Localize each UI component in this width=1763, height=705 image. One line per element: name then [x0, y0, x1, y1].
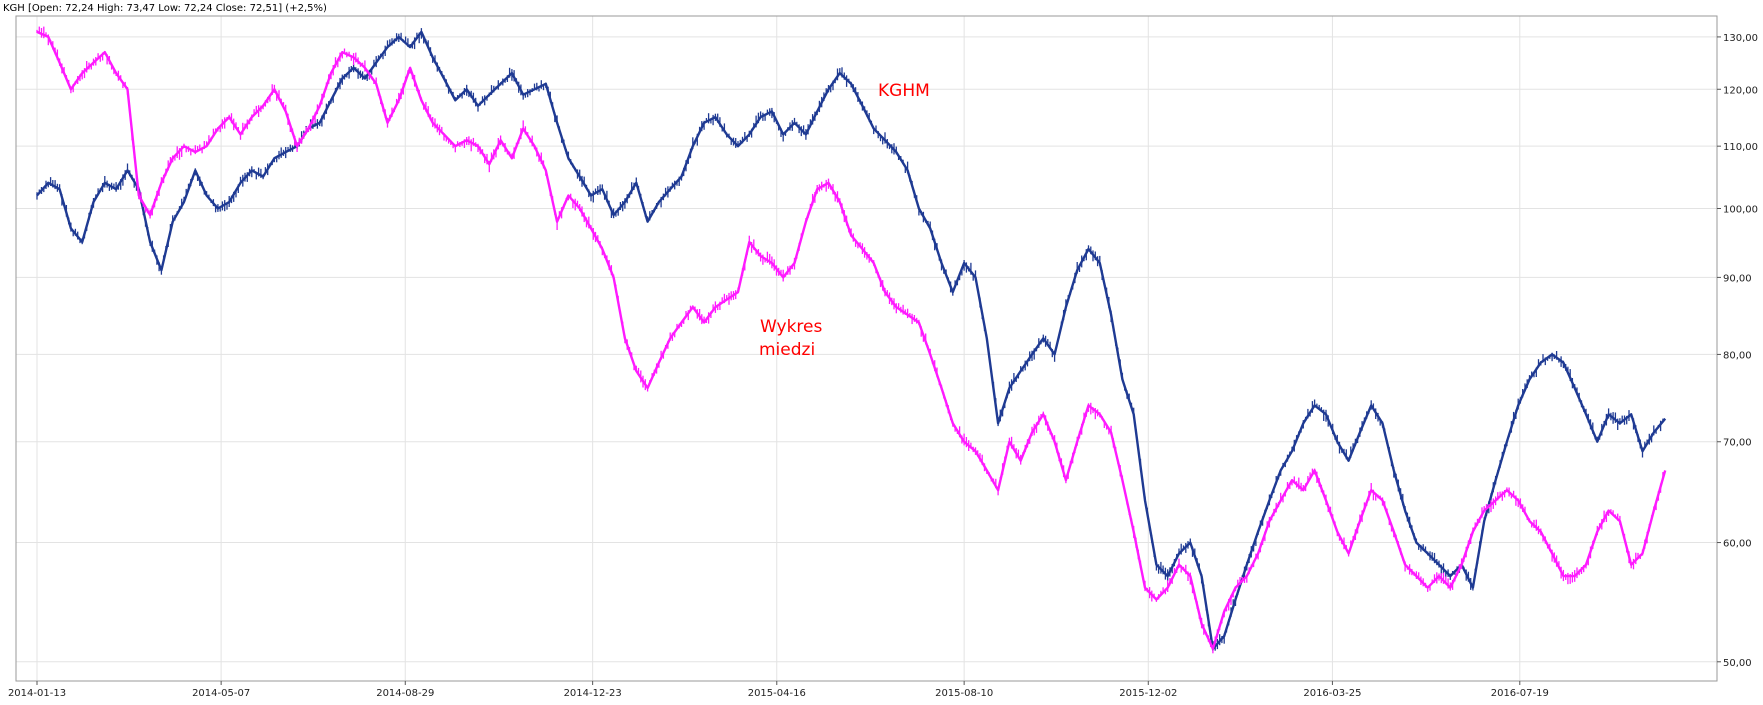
- x-tick-label: 2016-07-19: [1491, 688, 1549, 699]
- y-tick-label: 60,00: [1723, 539, 1752, 550]
- x-tick-label: 2016-03-25: [1303, 688, 1361, 699]
- y-tick-label: 70,00: [1723, 438, 1752, 449]
- annotations: KGHM Wykres miedzi: [759, 81, 930, 360]
- x-tick-label: 2014-01-13: [8, 688, 66, 699]
- y-tick-label: 50,00: [1723, 658, 1752, 669]
- y-tick-label: 120,00: [1723, 85, 1758, 96]
- series-line: [36, 30, 1667, 650]
- x-tick-label: 2014-12-23: [564, 688, 622, 699]
- x-tick-label: 2014-05-07: [192, 688, 250, 699]
- plot-frame: [15, 15, 1718, 682]
- series-kghm: [36, 28, 1667, 651]
- series-copper: [36, 26, 1667, 654]
- chart-header: KGH [Open: 72,24 High: 73,47 Low: 72,24 …: [3, 3, 327, 14]
- y-axis: 50,00 60,00 70,00 80,00 90,00 100,00 110,00 120…: [1717, 33, 1758, 669]
- y-tick-label: 100,00: [1723, 204, 1758, 215]
- series-layer: [36, 26, 1667, 654]
- x-axis: 2014-01-13 2014-05-07 2014-08-29 2014-12-23…: [8, 681, 1549, 699]
- x-tick-label: 2015-04-16: [748, 688, 806, 699]
- annotation-kghm: KGHM: [878, 81, 930, 101]
- annotation-wykres: Wykres: [760, 317, 822, 337]
- x-tick-label: 2014-08-29: [376, 688, 434, 699]
- x-tick-label: 2015-08-10: [935, 688, 993, 699]
- y-tick-label: 80,00: [1723, 350, 1752, 361]
- annotation-miedzi: miedzi: [759, 340, 815, 360]
- y-tick-label: 110,00: [1723, 142, 1758, 153]
- y-tick-label: 130,00: [1723, 33, 1758, 44]
- series-line: [36, 30, 1667, 650]
- x-tick-label: 2015-12-02: [1119, 688, 1177, 699]
- y-tick-label: 90,00: [1723, 273, 1752, 284]
- plot-border: [15, 15, 1718, 682]
